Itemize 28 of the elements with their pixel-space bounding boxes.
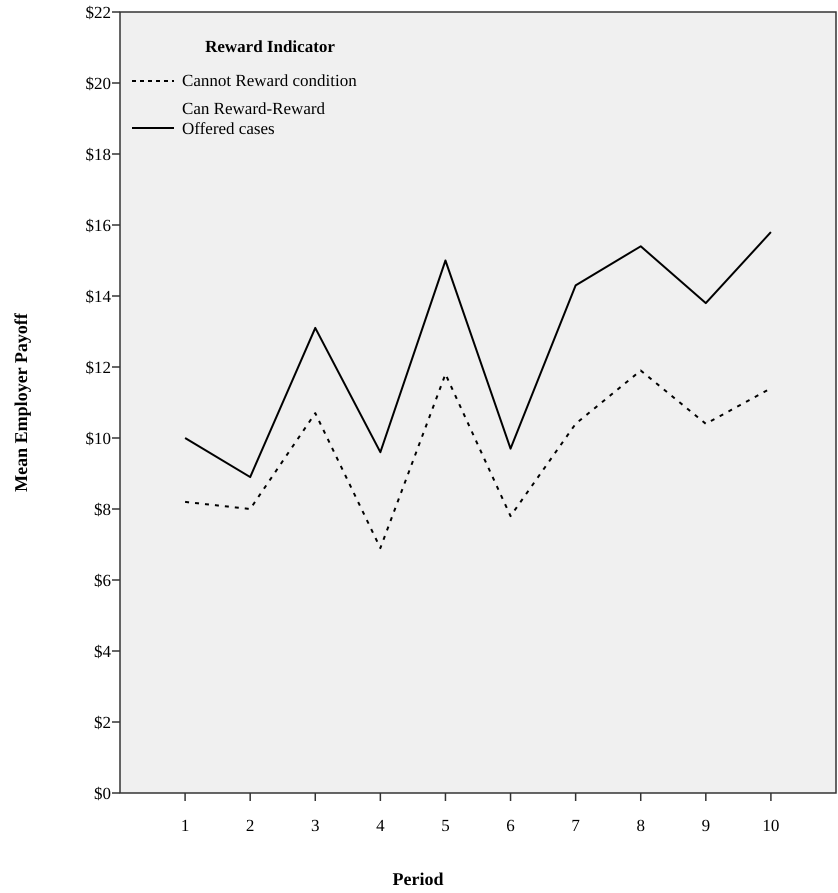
y-tick-label: $6 [94,570,111,590]
y-tick-label: $20 [86,74,111,93]
y-tick-label: $8 [94,500,111,519]
x-tick-label: 3 [311,816,320,835]
y-tick-label: $4 [94,642,112,661]
x-tick-label: 4 [376,816,386,835]
y-tick-label: $0 [94,784,111,803]
x-tick-label: 7 [571,816,580,835]
y-tick-label: $12 [86,358,111,377]
x-tick-label: 2 [246,816,254,835]
x-tick-label: 6 [506,816,515,835]
x-tick-label: 9 [702,816,710,835]
legend-label: Cannot Reward condition [182,71,358,90]
x-tick-label: 10 [762,816,780,835]
y-tick-label: $10 [86,428,111,448]
y-axis-title: Mean Employer Payoff [11,312,31,492]
line-series [184,231,772,478]
y-tick-label: $14 [86,286,112,306]
x-axis-title: Period [392,869,444,889]
y-tick-label: $22 [86,2,111,22]
x-tick-label: 8 [636,816,645,835]
x-tick-label: 5 [441,816,450,835]
y-tick-label: $18 [86,144,111,164]
y-tick-label: $2 [94,712,111,732]
y-tick-label: $16 [86,216,111,235]
legend-label: Can Reward-Reward Offered cases [182,99,326,138]
x-tick-label: 1 [180,816,190,835]
legend-title: Reward Indicator [205,37,336,56]
